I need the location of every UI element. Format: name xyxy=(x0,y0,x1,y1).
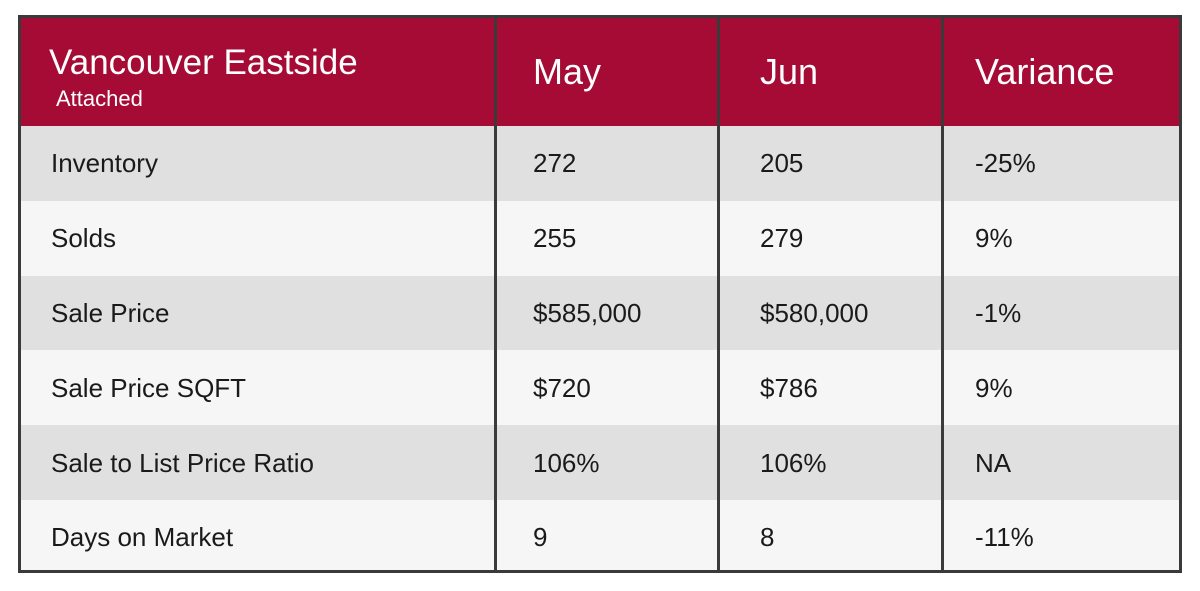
row-label: Solds xyxy=(51,223,117,254)
cell-value: 272 xyxy=(533,148,577,179)
table-subtitle: Attached xyxy=(56,86,143,111)
column-divider xyxy=(941,18,944,570)
row-background xyxy=(21,500,1179,570)
row-background xyxy=(21,350,1179,427)
table-title: Vancouver Eastside xyxy=(49,43,358,82)
cell-value: $786 xyxy=(760,372,818,403)
cell-value: 8 xyxy=(760,522,775,553)
column-header: Variance xyxy=(975,51,1115,92)
row-label: Sale Price xyxy=(51,298,170,328)
column-divider xyxy=(717,18,720,570)
cell-value: 106% xyxy=(533,447,600,478)
cell-value: $585,000 xyxy=(533,298,642,328)
cell-value: 9% xyxy=(975,223,1013,254)
row-label: Sale to List Price Ratio xyxy=(51,447,315,478)
row-label: Sale Price SQFT xyxy=(51,372,247,403)
cell-value: 205 xyxy=(760,148,804,179)
cell-value: -25% xyxy=(975,148,1036,179)
table: Vancouver Eastside Attached Inventory 272… xyxy=(18,15,1182,573)
cell-value: 9% xyxy=(975,372,1013,403)
cell-value: -11% xyxy=(975,522,1034,553)
column-header: May xyxy=(533,51,602,92)
column-divider xyxy=(494,18,497,570)
cell-value: -1% xyxy=(975,298,1022,328)
cell-value: NA xyxy=(975,447,1012,478)
cell-value: $580,000 xyxy=(760,298,869,328)
row-background xyxy=(21,425,1179,501)
cell-value: 106% xyxy=(760,447,827,478)
cell-value: $720 xyxy=(533,372,591,403)
row-background xyxy=(21,275,1179,352)
header-row xyxy=(21,18,1179,126)
cell-value: 255 xyxy=(533,223,577,254)
row-background xyxy=(21,200,1179,277)
column-header: Jun xyxy=(760,51,819,92)
row-label: Inventory xyxy=(51,148,158,179)
row-label: Days on Market xyxy=(51,522,234,553)
cell-value: 279 xyxy=(760,223,804,254)
cell-value: 9 xyxy=(533,522,548,553)
row-background xyxy=(21,126,1179,202)
